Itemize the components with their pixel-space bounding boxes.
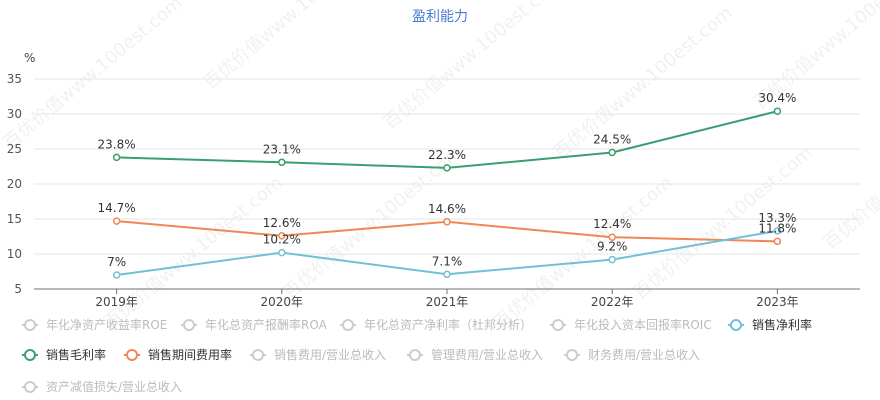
legend-label: 销售期间费用率 [148, 347, 232, 362]
data-point[interactable] [112, 271, 121, 279]
data-label: 22.3% [428, 148, 466, 162]
data-label: 9.2% [597, 240, 628, 254]
data-label: 14.6% [428, 202, 466, 216]
data-point[interactable] [773, 227, 782, 235]
x-tick-label: 2021年 [426, 295, 469, 309]
legend-item[interactable]: 销售毛利率 [22, 347, 106, 362]
data-label: 23.1% [263, 142, 301, 156]
legend-item[interactable]: 销售净利率 [728, 317, 812, 332]
data-label: 10.2% [263, 233, 301, 247]
legend-label: 销售毛利率 [46, 347, 106, 362]
data-point[interactable] [278, 232, 286, 240]
y-tick-label: 35 [7, 72, 22, 86]
data-label: 24.5% [593, 133, 631, 147]
chart-title: 盈利能力 [412, 9, 468, 25]
data-point[interactable] [112, 217, 121, 225]
legend-label: 年化总资产净利率（杜邦分析） [364, 317, 532, 332]
legend-item[interactable]: 管理费用/营业总收入 [407, 347, 543, 362]
legend-label: 销售费用/营业总收入 [274, 347, 386, 362]
legend-label: 财务费用/营业总收入 [588, 347, 700, 362]
legend-label: 资产减值损失/营业总收入 [46, 379, 182, 394]
data-point[interactable] [443, 270, 451, 279]
watermark-text: 百优价值www.100est.com [550, 2, 737, 164]
data-label: 23.8% [98, 137, 136, 151]
legend-label: 年化净资产收益率ROE [46, 317, 167, 332]
y-tick-label: 5 [14, 282, 22, 296]
legend-item[interactable]: 销售期间费用率 [124, 347, 232, 362]
legend-marker-icon [126, 349, 138, 361]
series-layer [112, 107, 782, 279]
legend-item[interactable]: 财务费用/营业总收入 [564, 347, 700, 362]
axes-layer: 5 10 15 20 25 30 35 2019年 2020年 2021年 2022年 2023年 [7, 72, 860, 309]
legend-marker-icon [730, 319, 742, 331]
data-point[interactable] [443, 218, 451, 226]
legend-marker-icon [183, 319, 195, 331]
data-point[interactable] [773, 237, 782, 246]
data-point[interactable] [608, 255, 616, 264]
legend-item[interactable]: 销售费用/营业总收入 [250, 347, 386, 362]
data-label: 12.6% [263, 216, 301, 230]
legend-label: 年化总资产报酬率ROA [205, 317, 328, 332]
legend-label: 销售净利率 [752, 317, 812, 332]
y-tick-label: 20 [7, 177, 22, 191]
data-point[interactable] [773, 107, 782, 115]
watermark-text: 百优价值www.100est.com [820, 92, 880, 254]
legend-item[interactable]: 年化总资产净利率（杜邦分析） [340, 317, 532, 332]
grid-layer [34, 78, 860, 255]
legend-marker-icon [24, 381, 36, 393]
legend-item[interactable]: 资产减值损失/营业总收入 [22, 379, 182, 394]
data-point[interactable] [443, 164, 451, 172]
data-label: 14.7% [98, 201, 136, 215]
data-label: 7% [107, 255, 126, 269]
x-tick-label: 2023年 [756, 295, 799, 309]
legend-marker-icon [24, 349, 36, 361]
watermark-text: 百优价值www.100est.com [100, 172, 287, 334]
data-point[interactable] [278, 158, 286, 167]
x-tick-label: 2020年 [261, 295, 304, 309]
legend-label: 年化投入资本回报率ROIC [574, 317, 712, 332]
data-label: 12.4% [593, 217, 631, 231]
y-tick-label: 30 [7, 107, 22, 121]
legend-marker-icon [552, 319, 564, 331]
data-label-layer: 23.8% 23.1% 22.3% 24.5% 30.4% 14.7% 12.6% 14.6%… [98, 91, 797, 269]
data-point[interactable] [278, 248, 286, 257]
data-point[interactable] [112, 153, 121, 162]
x-tick-label: 2019年 [95, 295, 138, 309]
data-point[interactable] [608, 233, 616, 241]
legend-marker-icon [24, 319, 36, 331]
legend-marker-icon [252, 349, 264, 361]
data-label: 30.4% [758, 91, 796, 105]
watermark-text: 百优价值www.100est.com [0, 0, 187, 154]
legend-item[interactable]: 年化投入资本回报率ROIC [550, 317, 712, 332]
y-tick-label: 15 [7, 212, 22, 226]
legend: 年化净资产收益率ROE 年化总资产报酬率ROA 年化总资产净利率（杜邦分析） 年化投入… [22, 317, 812, 394]
y-tick-label: 10 [7, 247, 22, 261]
y-axis-unit-label: % [24, 51, 35, 65]
legend-item[interactable]: 年化净资产收益率ROE [22, 317, 167, 332]
legend-marker-icon [566, 349, 578, 361]
y-tick-label: 25 [7, 142, 22, 156]
data-label: 13.3% [758, 211, 796, 225]
legend-marker-icon [409, 349, 421, 361]
legend-marker-icon [342, 319, 354, 331]
watermark-text: 百优价值www.100est.com [200, 0, 387, 94]
data-label: 11.8% [758, 221, 796, 235]
x-tick-label: 2022年 [591, 295, 634, 309]
legend-item[interactable]: 年化总资产报酬率ROA [181, 317, 328, 332]
data-point[interactable] [608, 148, 616, 157]
legend-label: 管理费用/营业总收入 [431, 347, 543, 362]
data-label: 7.1% [432, 254, 463, 268]
